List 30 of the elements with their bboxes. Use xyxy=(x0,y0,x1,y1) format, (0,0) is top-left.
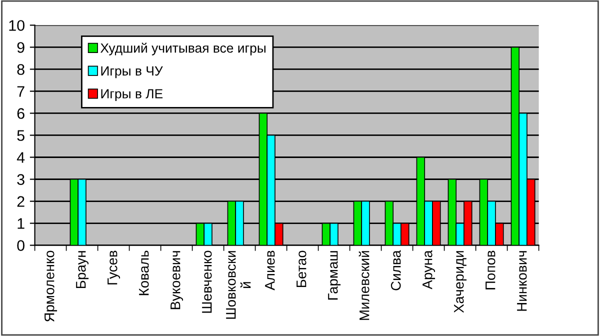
x-tick-label: Вукоевич xyxy=(170,251,184,310)
y-tick-label: 7 xyxy=(17,86,24,97)
y-tick-label: 2 xyxy=(17,196,24,207)
x-tick-label: Ярмоленко xyxy=(44,250,58,322)
x-tick-label: Хачериди xyxy=(454,251,467,313)
legend-label: Игры в ЧУ xyxy=(101,66,163,78)
x-tick-label: Милевский xyxy=(358,251,370,320)
y-tick-label: 6 xyxy=(17,108,24,119)
x-tick-label: Гармаш xyxy=(328,251,341,300)
y-tick-label: 4 xyxy=(16,152,25,163)
x-tick-label: Нинкович xyxy=(517,251,527,311)
x-tick-label: Силва xyxy=(390,250,401,290)
y-tick-label: 0 xyxy=(17,240,24,251)
x-tick-label: Алиев xyxy=(265,250,275,290)
y-tick-label: 3 xyxy=(17,174,24,185)
x-tick-label: Шевченко xyxy=(202,250,212,313)
legend-label: Игры в ЛЕ xyxy=(101,89,163,102)
y-tick-label: 5 xyxy=(17,130,24,141)
y-tick-label: 8 xyxy=(17,64,24,75)
x-tick-label: Коваль xyxy=(139,250,149,296)
x-tick-label: Гусев xyxy=(108,250,120,284)
y-tick-label: 10 xyxy=(9,20,24,31)
y-tick-label: 9 xyxy=(17,42,24,53)
x-tick-label: Аруна xyxy=(422,250,436,290)
y-tick-label: 1 xyxy=(18,218,24,229)
x-tick-label: Браун xyxy=(76,251,89,288)
x-tick-label: Бетао xyxy=(296,250,306,288)
legend-label: Худший учитывая все игры xyxy=(100,42,266,56)
x-tick-label: Попов xyxy=(486,250,496,290)
x-tick-label: Шовковски й xyxy=(226,251,251,319)
